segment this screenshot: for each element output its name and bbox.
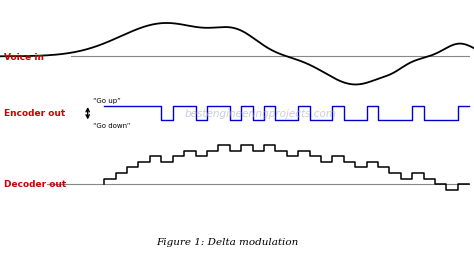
Text: “Go up”: “Go up” [93,98,121,104]
Text: bestengineeringprojects.com: bestengineeringprojects.com [185,109,337,119]
Text: “Go down”: “Go down” [93,123,131,129]
Text: Encoder out: Encoder out [4,109,65,118]
Text: Voice in: Voice in [4,53,44,62]
Text: Decoder out: Decoder out [4,180,66,189]
Text: Figure 1: Delta modulation: Figure 1: Delta modulation [156,238,299,247]
